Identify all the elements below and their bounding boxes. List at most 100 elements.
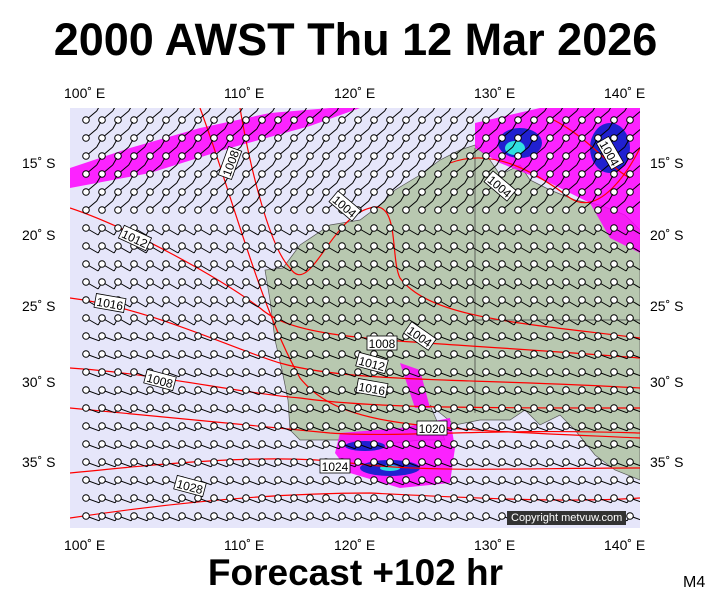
wind-barb — [210, 175, 230, 196]
wind-barb — [114, 108, 132, 124]
wind-barb — [290, 175, 310, 196]
wind-barb — [594, 314, 615, 326]
wind-barb — [162, 157, 182, 178]
wind-barb — [450, 314, 471, 326]
wind-barb — [274, 175, 294, 196]
wind-barb — [258, 157, 278, 178]
wind-barb — [114, 175, 134, 196]
wind-barb — [578, 157, 598, 178]
wind-barb — [610, 260, 631, 272]
wind-barb — [514, 422, 536, 432]
wind-barb — [418, 121, 438, 142]
wind-barb — [98, 139, 118, 160]
wind-barb — [626, 458, 640, 467]
wind-barb — [594, 278, 615, 290]
wind-barb — [306, 476, 328, 486]
wind-barb — [322, 224, 343, 236]
wind-barb — [178, 260, 199, 272]
isobar-label: 1020 — [416, 420, 448, 436]
wind-barb — [466, 368, 488, 378]
wind-barb — [594, 386, 616, 396]
wind-barb — [626, 404, 640, 413]
lon-label: 130˚ E — [474, 85, 516, 101]
isobar-value: 1020 — [419, 422, 446, 436]
wind-barb — [98, 175, 118, 196]
wind-barb — [242, 422, 264, 432]
wind-barb — [242, 494, 264, 504]
wind-barb — [194, 422, 216, 432]
wind-barb — [274, 193, 294, 214]
lon-label: 130˚ E — [474, 537, 516, 553]
wind-barb — [546, 494, 568, 504]
wind-barb — [498, 193, 518, 214]
wind-barb — [242, 314, 263, 326]
wind-barb — [482, 296, 503, 308]
wind-barb — [514, 260, 535, 272]
wind-barb — [242, 175, 262, 196]
lon-label: 110˚ E — [224, 85, 265, 101]
wind-barb — [370, 440, 392, 450]
wind-barb — [82, 476, 104, 486]
wind-barb — [178, 121, 198, 142]
wind-barb — [434, 242, 455, 254]
lat-label: 25˚ S — [650, 298, 684, 314]
wind-barb — [514, 175, 534, 196]
isobar-label: 1016 — [93, 293, 127, 313]
wind-barb — [402, 139, 422, 160]
wind-barb — [578, 193, 598, 214]
wind-barb — [194, 108, 212, 124]
wind-barb — [386, 224, 407, 236]
wind-barb — [194, 278, 215, 290]
isobar-value: 1016 — [357, 380, 386, 398]
wind-barb — [466, 350, 488, 360]
wind-barb — [290, 157, 310, 178]
wind-barb — [530, 260, 551, 272]
wind-barb — [290, 422, 312, 432]
wind-barb — [178, 314, 199, 326]
wind-barb — [162, 296, 183, 308]
wind-barb — [466, 139, 486, 160]
wind-barb — [290, 108, 308, 124]
wind-barb — [290, 350, 312, 360]
forecast-hour: Forecast +102 hr — [207, 552, 504, 593]
wind-barb — [306, 350, 328, 360]
wind-barb — [370, 108, 388, 124]
wind-barb — [162, 108, 180, 124]
wind-barb — [626, 278, 640, 289]
wind-barb — [594, 422, 616, 432]
wind-barb — [386, 193, 406, 214]
wind-barb — [562, 157, 582, 178]
wind-barb — [226, 193, 246, 214]
wind-barb — [498, 139, 518, 160]
wind-barb — [130, 108, 148, 124]
wind-barb — [354, 260, 375, 272]
wind-barb — [402, 260, 423, 272]
wind-barb — [562, 314, 583, 326]
wind-barb — [466, 108, 484, 124]
wind-barb — [434, 350, 456, 360]
wind-barb — [354, 242, 375, 254]
copyright-notice: Copyright metvuw.com — [507, 511, 627, 525]
wind-barb — [242, 404, 264, 414]
lat-label: 35˚ S — [650, 454, 684, 470]
wind-barb — [258, 242, 279, 254]
wind-barb — [338, 404, 360, 414]
wind-barb — [114, 193, 134, 214]
wind-barb — [466, 512, 488, 522]
isobar-label: 1008 — [366, 335, 398, 351]
wind-barb — [578, 368, 600, 378]
wind-barb — [546, 242, 567, 254]
wind-barb — [578, 175, 598, 196]
wind-barb — [370, 157, 390, 178]
wind-barb — [258, 494, 280, 504]
wind-barb — [242, 157, 262, 178]
wind-barb — [434, 121, 454, 142]
wind-barb — [306, 260, 327, 272]
wind-barb — [402, 175, 422, 196]
wind-barb — [114, 458, 136, 468]
wind-barb — [626, 332, 640, 341]
wind-barb — [546, 175, 566, 196]
lat-label: 35˚ S — [22, 454, 56, 470]
wind-barb — [354, 108, 372, 124]
wind-barb — [386, 314, 407, 326]
